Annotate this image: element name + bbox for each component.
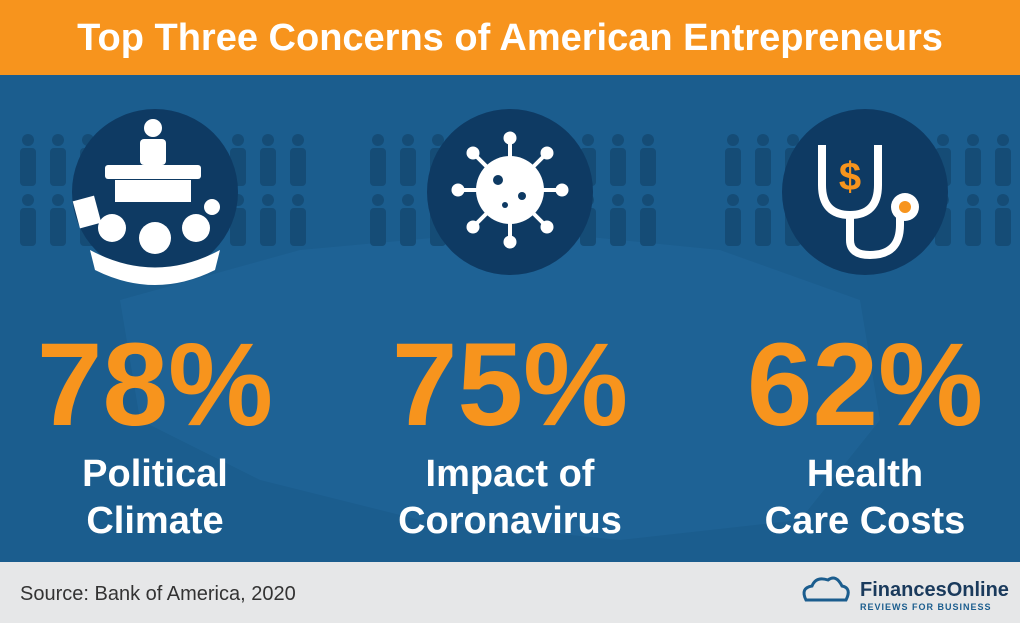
map-backdrop	[120, 230, 880, 540]
person-head	[52, 194, 64, 206]
stat-label: Health	[807, 453, 923, 495]
person-body	[230, 208, 246, 246]
person-body	[20, 148, 36, 186]
tagline: REVIEWS FOR BUSINESS	[860, 602, 992, 612]
stat-label: Coronavirus	[398, 500, 622, 542]
person-head	[642, 194, 654, 206]
person-body	[610, 208, 626, 246]
person-head	[757, 134, 769, 146]
person-body	[640, 208, 656, 246]
stethoscope-icon: $	[818, 145, 919, 260]
stat-label: Climate	[86, 500, 223, 542]
politics-icon	[72, 119, 220, 285]
person-body	[995, 208, 1011, 246]
brand-logo	[802, 576, 850, 602]
virus-icon	[451, 131, 569, 249]
person-body	[640, 148, 656, 186]
person-body	[725, 148, 741, 186]
person-head	[582, 134, 594, 146]
header-bar	[0, 0, 1020, 75]
person-head	[612, 134, 624, 146]
person-head	[22, 194, 34, 206]
person-head	[997, 194, 1009, 206]
stat-label: Impact of	[426, 453, 595, 495]
person-head	[727, 134, 739, 146]
person-body	[50, 148, 66, 186]
stat-value: 78%	[37, 319, 273, 451]
person-body	[995, 148, 1011, 186]
person-head	[372, 134, 384, 146]
person-head	[262, 194, 274, 206]
person-body	[965, 208, 981, 246]
stat-value: 75%	[392, 319, 628, 451]
stat-label: Care Costs	[765, 500, 966, 542]
person-body	[370, 148, 386, 186]
person-body	[20, 208, 36, 246]
footer-bar	[0, 562, 1020, 623]
stat-label: Political	[82, 453, 228, 495]
person-body	[610, 148, 626, 186]
person-head	[402, 194, 414, 206]
person-head	[612, 194, 624, 206]
title: Top Three Concerns of American Entrepren…	[77, 17, 943, 59]
person-head	[432, 134, 444, 146]
person-head	[937, 134, 949, 146]
brand: FinancesOnline	[860, 579, 1009, 601]
person-body	[725, 208, 741, 246]
person-head	[402, 134, 414, 146]
person-head	[262, 134, 274, 146]
stats: 78%Political Climate 75%Impact of Coronavir…	[37, 319, 983, 542]
person-body	[260, 208, 276, 246]
person-body	[260, 148, 276, 186]
stat-value: 62%	[747, 319, 983, 451]
person-head	[727, 194, 739, 206]
svg-text:$: $	[839, 155, 861, 199]
source: Source: Bank of America, 2020	[20, 583, 296, 605]
person-body	[50, 208, 66, 246]
person-body	[400, 148, 416, 186]
person-body	[290, 208, 306, 246]
person-body	[755, 148, 771, 186]
person-head	[997, 134, 1009, 146]
person-head	[52, 134, 64, 146]
person-body	[290, 148, 306, 186]
person-body	[370, 208, 386, 246]
person-head	[967, 194, 979, 206]
person-body	[400, 208, 416, 246]
person-head	[292, 134, 304, 146]
person-head	[22, 134, 34, 146]
person-body	[755, 208, 771, 246]
person-head	[757, 194, 769, 206]
person-head	[967, 134, 979, 146]
person-head	[292, 194, 304, 206]
person-head	[372, 194, 384, 206]
person-head	[787, 134, 799, 146]
icon-circle	[782, 109, 948, 275]
person-body	[965, 148, 981, 186]
person-head	[642, 134, 654, 146]
person-head	[232, 134, 244, 146]
